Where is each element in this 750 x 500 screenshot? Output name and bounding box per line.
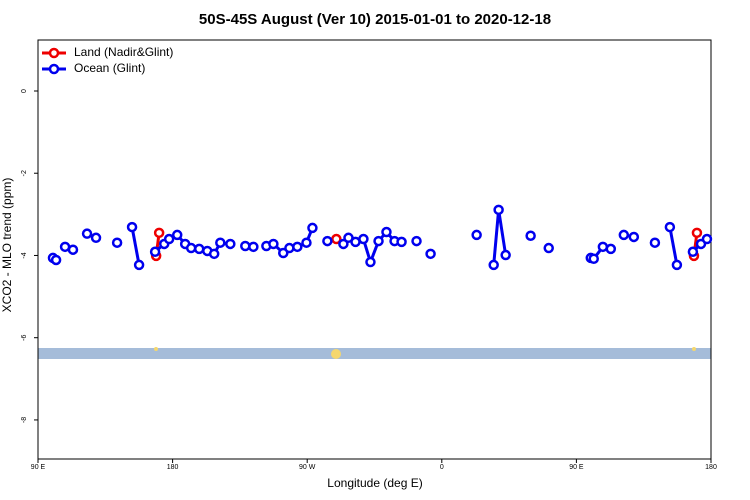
x-axis-label: Longitude (deg E) (327, 476, 422, 490)
data-point (208, 248, 220, 260)
data-point (171, 229, 183, 241)
data-point (163, 233, 175, 245)
data-point (358, 233, 369, 245)
series-segment (668, 226, 679, 266)
data-point (381, 226, 392, 238)
data-point (493, 204, 504, 216)
series-segment (130, 226, 141, 266)
data-point (671, 259, 683, 271)
data-point (500, 249, 511, 261)
data-point (307, 222, 318, 234)
data-point (149, 246, 161, 258)
data-point (193, 243, 205, 255)
data-point (153, 227, 165, 239)
data-point (396, 236, 407, 248)
data-point (292, 241, 303, 253)
data-point (67, 244, 79, 255)
data-point (687, 246, 699, 258)
data-point (126, 221, 138, 233)
data-point (605, 243, 617, 255)
data-point (81, 228, 93, 239)
glint-marker (692, 347, 696, 351)
data-point (691, 227, 703, 239)
data-point (248, 241, 259, 253)
y-tick-label: -8 (21, 417, 28, 423)
data-point (215, 237, 226, 248)
y-tick-label: -6 (21, 334, 28, 340)
data-point (240, 240, 251, 252)
x-tick-label: 180 (167, 464, 179, 471)
data-point (628, 231, 640, 243)
data-point (50, 254, 62, 266)
data-point (588, 253, 599, 265)
glint-marker (154, 347, 158, 351)
data-point (90, 232, 102, 244)
data-point (425, 248, 436, 260)
data-point (301, 237, 312, 248)
y-tick-label: -2 (21, 170, 28, 176)
data-point (111, 237, 123, 248)
data-point (225, 238, 236, 250)
legend-label: Land (Nadir&Glint) (74, 45, 173, 59)
chart-title: 50S-45S August (Ver 10) 2015-01-01 to 20… (199, 11, 551, 28)
x-tick-label: 90 E (569, 464, 584, 471)
data-point (664, 221, 676, 233)
data-point (331, 233, 342, 245)
data-point (525, 230, 536, 241)
y-tick-label: 0 (21, 89, 28, 93)
glint-marker (331, 349, 341, 359)
data-point (365, 256, 376, 268)
x-tick-label: 90 E (31, 464, 46, 471)
legend-label: Ocean (Glint) (74, 61, 145, 75)
data-point (322, 235, 333, 247)
series-segment (497, 209, 508, 256)
data-point (618, 229, 630, 241)
x-tick-label: 90 W (299, 464, 316, 471)
series-segment (492, 209, 501, 266)
data-point (284, 242, 295, 254)
data-point (701, 233, 713, 245)
data-point (411, 235, 422, 247)
data-point (649, 237, 661, 248)
y-tick-label: -4 (21, 252, 28, 258)
legend-marker (48, 47, 60, 59)
x-tick-label: 180 (705, 464, 717, 471)
data-point (268, 238, 279, 250)
x-tick-label: 0 (440, 464, 444, 471)
data-point (471, 229, 482, 241)
plot-frame (37, 39, 712, 460)
data-point (185, 242, 197, 254)
data-point (543, 242, 554, 254)
data-point (373, 235, 384, 247)
y-axis-label: XCO2 - MLO trend (ppm) (0, 178, 14, 313)
data-point (133, 259, 145, 271)
data-point (488, 259, 499, 271)
surface-band (38, 348, 711, 359)
legend-marker (48, 63, 60, 75)
